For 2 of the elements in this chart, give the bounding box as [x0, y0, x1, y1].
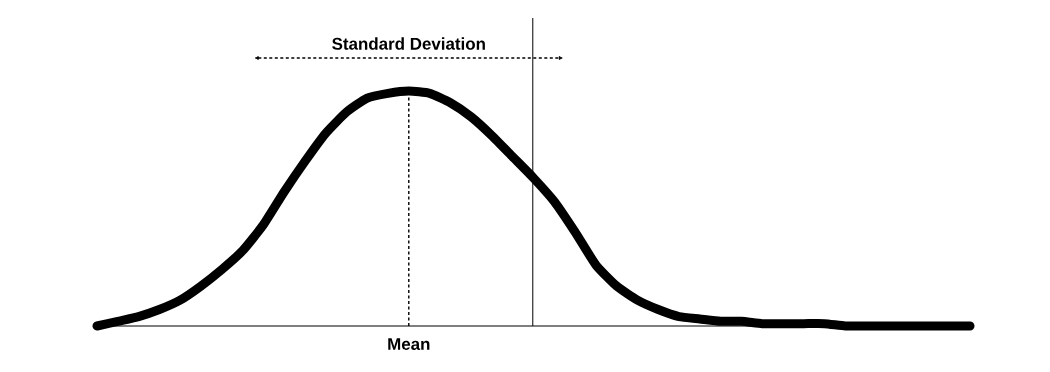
text: Standard Deviation [332, 37, 485, 50]
text: Mean [388, 338, 430, 351]
